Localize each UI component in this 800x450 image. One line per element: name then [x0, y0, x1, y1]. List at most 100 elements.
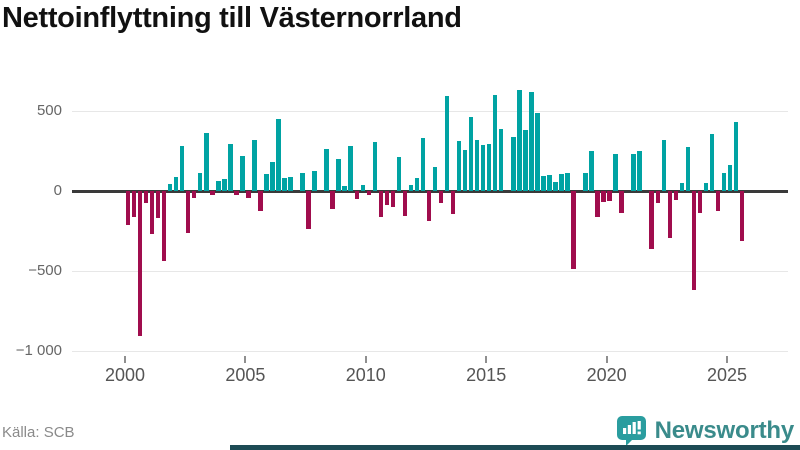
bar-2008Q4: [336, 159, 341, 191]
bar-2016Q1: [511, 137, 516, 191]
newsworthy-icon: [616, 415, 647, 446]
bar-2025Q3: [739, 191, 745, 242]
bar-2002Q2: [179, 146, 185, 191]
bar-2011Q4: [408, 185, 414, 191]
bar-2003Q1: [197, 173, 203, 191]
bar-2023Q3: [691, 191, 697, 291]
bar-2022Q1: [655, 191, 660, 203]
gridline--1000: [72, 350, 788, 352]
bar-2020Q1: [607, 191, 612, 201]
bar-2013Q3: [450, 191, 456, 215]
bar-2007Q2: [300, 172, 305, 191]
bar-2004Q4: [240, 155, 245, 191]
bar-2009Q2: [348, 146, 353, 191]
bar-2003Q3: [210, 191, 215, 195]
bar-2022Q4: [673, 191, 679, 200]
bar-2012Q1: [414, 178, 420, 191]
chart-title: Nettoinflyttning till Västernorrland: [2, 2, 462, 34]
gridline-500: [72, 110, 788, 112]
bar-2013Q4: [456, 140, 462, 191]
bar-2015Q2: [492, 95, 498, 191]
bar-2002Q3: [185, 191, 191, 234]
bar-2016Q3: [523, 130, 528, 191]
bar-2012Q4: [432, 167, 438, 191]
bar-2013Q1: [438, 191, 444, 203]
bar-2019Q1: [583, 173, 588, 191]
x-axis-label-2020: 2020: [586, 365, 627, 385]
bar-2011Q1: [390, 191, 396, 207]
bar-2001Q3: [161, 191, 167, 261]
bar-2005Q3: [258, 191, 263, 211]
bar-2025Q1: [727, 165, 733, 191]
bar-2014Q3: [474, 139, 480, 191]
bar-2012Q3: [426, 191, 432, 221]
bar-2000Q1: [125, 191, 131, 225]
bar-2015Q3: [498, 128, 504, 191]
bar-2009Q4: [360, 185, 366, 191]
x-tick-2020: [605, 356, 608, 363]
bar-2010Q3: [378, 191, 384, 217]
y-axis-label-500: 500: [36, 102, 62, 119]
bar-2006Q3: [282, 178, 287, 191]
x-axis-label-2000: 2000: [104, 365, 146, 385]
bar-2023Q4: [697, 191, 703, 213]
bar-2006Q1: [270, 162, 275, 191]
bar-2017Q1: [535, 112, 540, 191]
bar-2004Q2: [228, 143, 233, 191]
source-note: Källa: SCB: [2, 424, 75, 441]
bar-2008Q3: [330, 191, 335, 209]
bar-2009Q1: [342, 186, 347, 191]
bar-2002Q1: [173, 177, 179, 191]
bar-2016Q4: [529, 91, 534, 191]
bar-2019Q2: [589, 151, 594, 191]
bar-2024Q3: [715, 191, 721, 211]
bar-2017Q2: [541, 175, 546, 191]
bar-2023Q2: [685, 147, 691, 191]
x-tick-2005: [244, 356, 247, 363]
bar-2018Q2: [565, 172, 570, 191]
bar-2020Q2: [613, 154, 618, 191]
x-axis-label-2025: 2025: [706, 365, 748, 385]
bar-2001Q1: [149, 191, 155, 235]
gridline--500: [72, 270, 788, 272]
bar-2004Q3: [234, 191, 239, 195]
bar-2001Q4: [167, 183, 173, 191]
bar-2016Q2: [517, 90, 522, 191]
bar-2014Q1: [462, 150, 468, 191]
bar-2018Q1: [559, 174, 564, 191]
bar-2023Q1: [679, 183, 685, 191]
bar-2019Q3: [595, 191, 600, 217]
bar-2014Q2: [468, 117, 474, 191]
bar-2007Q3: [306, 191, 311, 229]
x-tick-2010: [364, 356, 367, 363]
bar-2017Q3: [547, 175, 552, 191]
bar-2000Q2: [131, 191, 137, 218]
bar-2010Q2: [372, 142, 378, 191]
x-tick-2015: [485, 356, 488, 363]
bar-2014Q4: [480, 145, 486, 191]
bar-2000Q4: [143, 191, 149, 203]
bar-2001Q2: [155, 191, 161, 219]
y-axis-label-0: 0: [53, 182, 62, 199]
bar-2005Q4: [264, 174, 269, 191]
bar-2021Q4: [649, 191, 654, 249]
bar-2005Q2: [252, 139, 257, 191]
x-tick-2025: [726, 356, 728, 363]
newsworthy-logo: Newsworthy: [616, 415, 794, 446]
bar-2024Q4: [721, 172, 727, 191]
footer-accent-strip: [230, 445, 800, 450]
bar-2003Q2: [204, 133, 209, 191]
bar-2021Q2: [637, 151, 642, 191]
bar-2018Q3: [571, 191, 576, 270]
bar-2004Q1: [222, 179, 227, 191]
y-axis-label--1000: −1 000: [15, 342, 62, 359]
x-axis-label-2015: 2015: [466, 365, 507, 385]
bar-2017Q4: [553, 182, 558, 191]
bar-2012Q2: [420, 138, 426, 191]
bar-2000Q3: [137, 191, 143, 336]
bar-2010Q1: [366, 191, 372, 195]
x-tick-2000: [124, 356, 126, 363]
bar-2010Q4: [384, 191, 390, 205]
bar-2011Q2: [396, 156, 402, 191]
